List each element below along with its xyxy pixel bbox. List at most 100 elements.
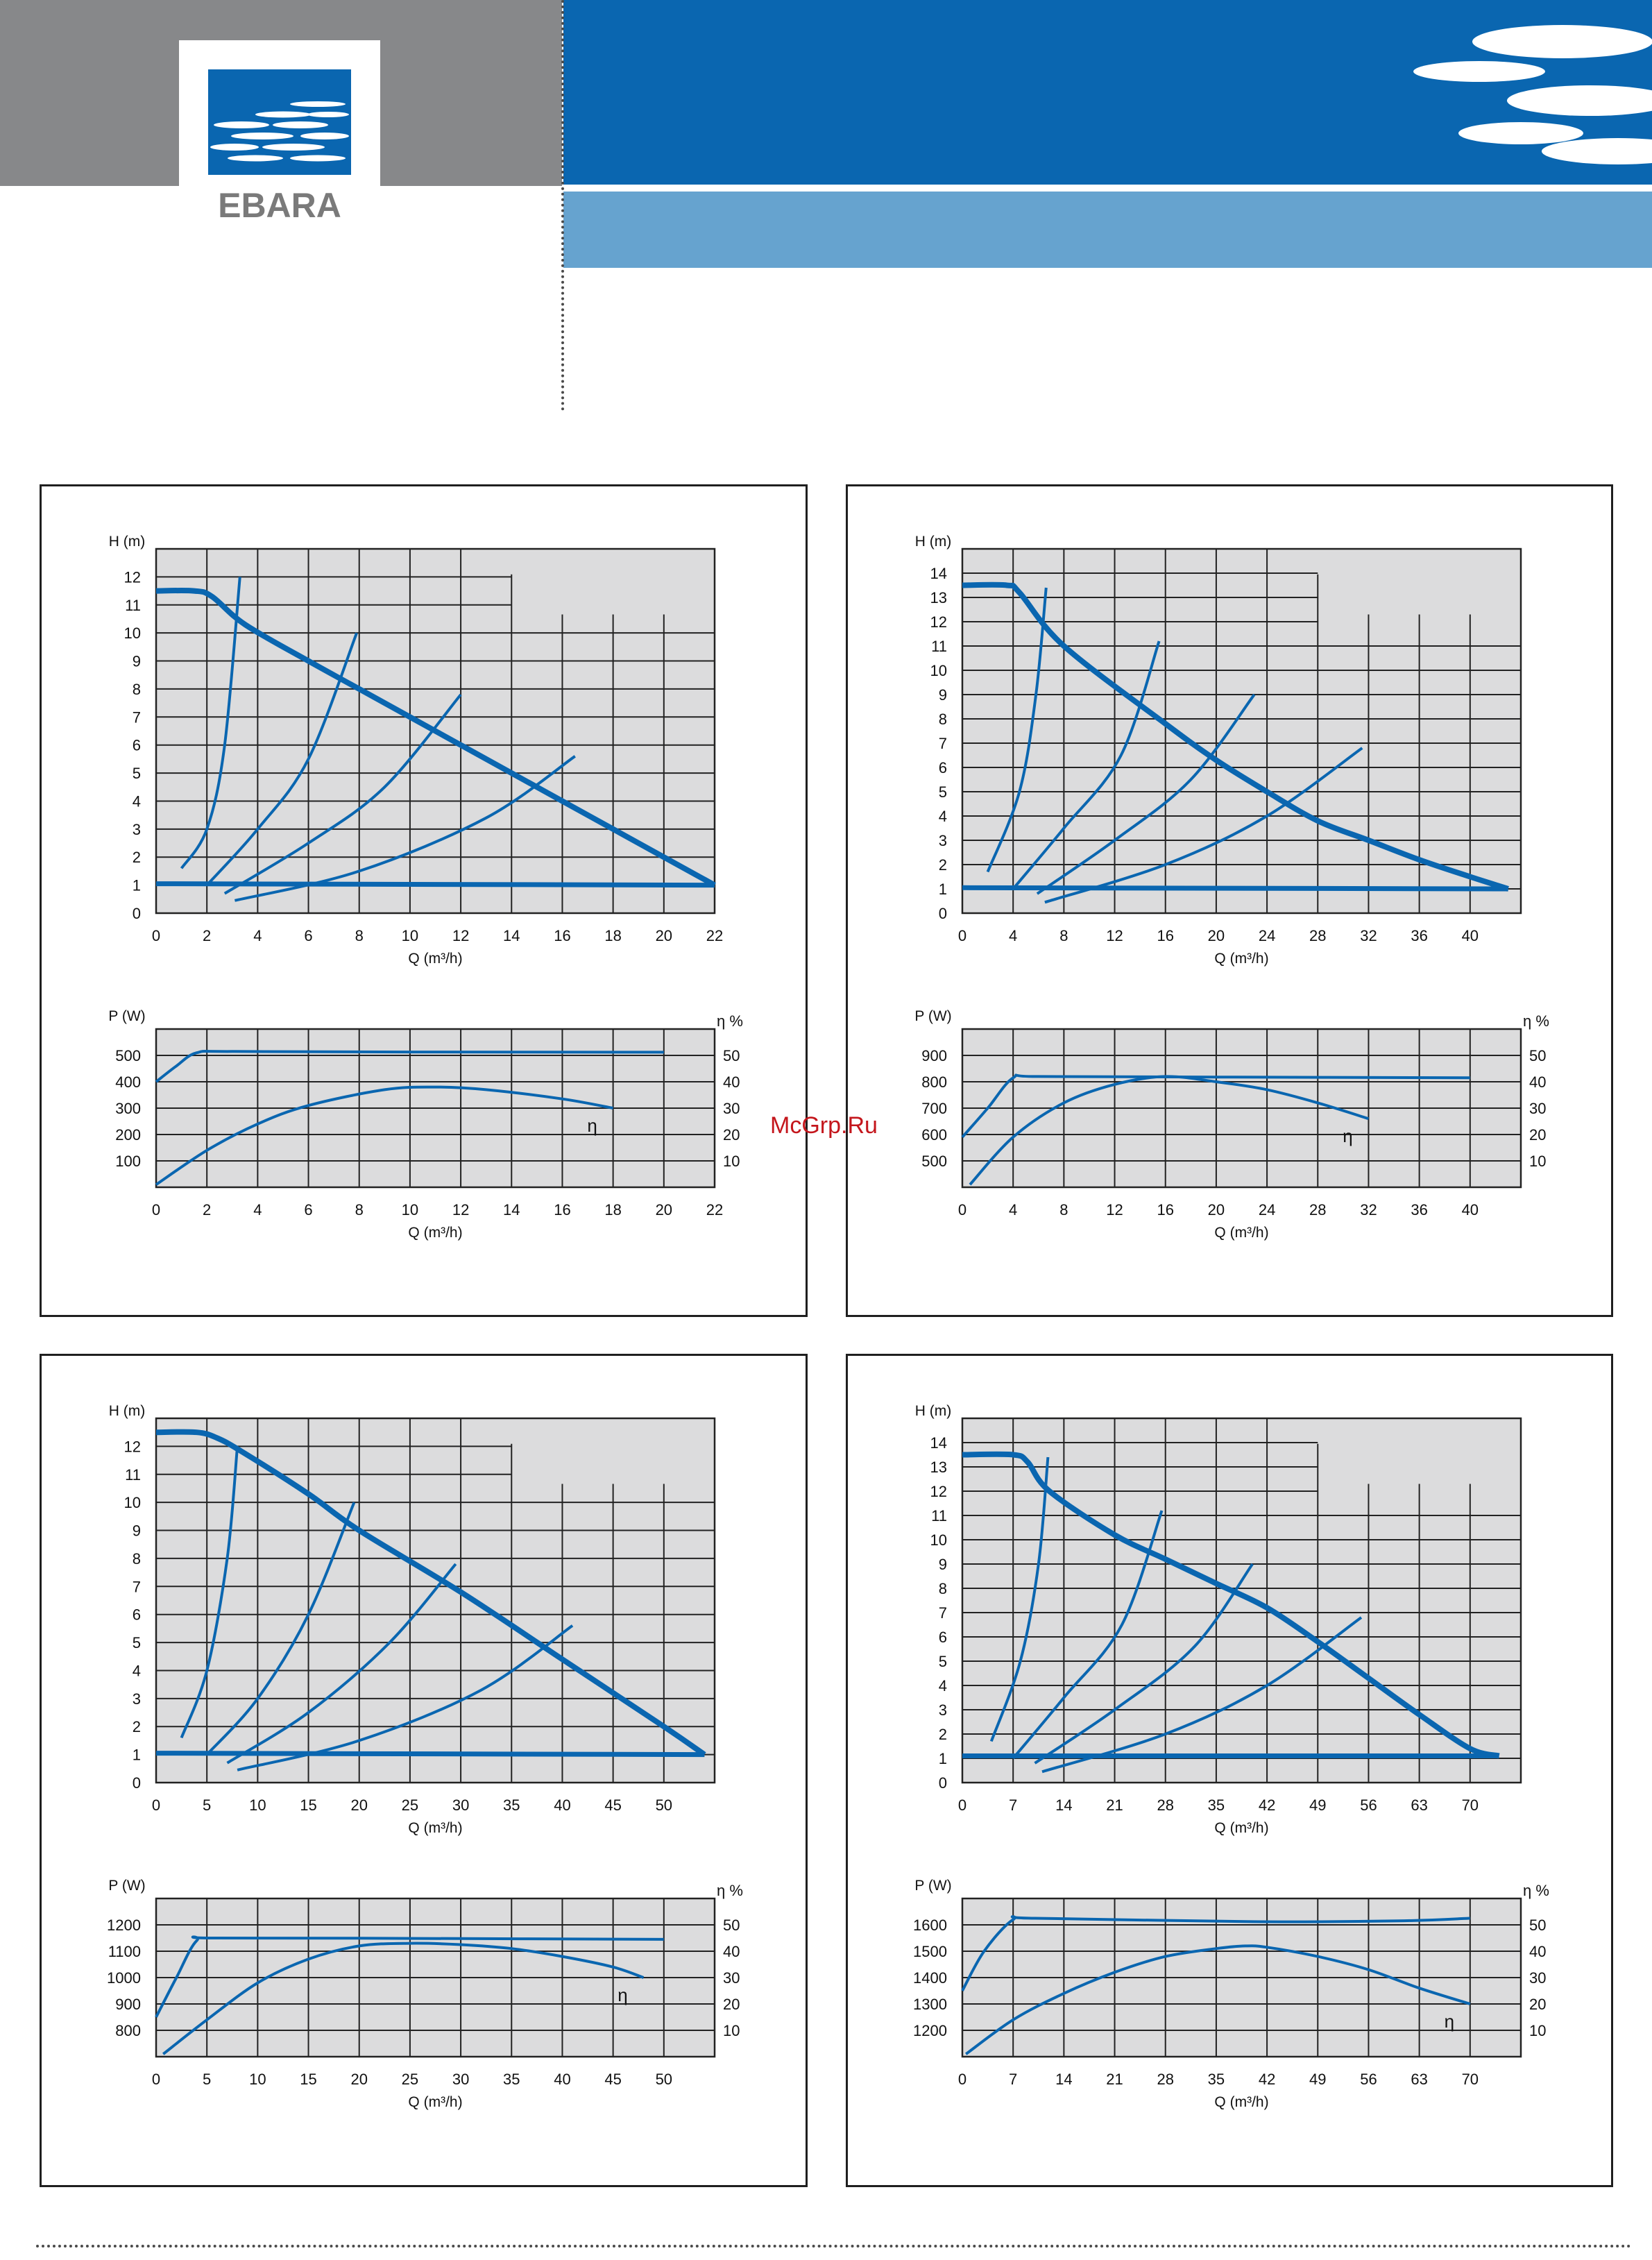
head-y-tick: 1 (939, 1750, 947, 1767)
head-x-tick: 35 (503, 1796, 520, 1814)
system-curve (205, 1502, 356, 1756)
power-x-tick: 8 (355, 1201, 364, 1218)
ebara-logo: EBARA (179, 40, 380, 229)
head-x-tick: 21 (1106, 1796, 1123, 1814)
power-x-tick: 20 (1208, 1201, 1225, 1218)
eta-y-tick: 20 (723, 1996, 740, 2013)
head-x-tick: 40 (554, 1796, 570, 1814)
eta-y-tick: 50 (723, 1047, 740, 1064)
header-blue-band (563, 0, 1652, 185)
head-y-tick: 11 (931, 1507, 947, 1524)
power-x-tick: 40 (1462, 1201, 1479, 1218)
head-x-tick: 7 (1009, 1796, 1017, 1814)
power-x-tick: 28 (1157, 2071, 1173, 2088)
eta-curve-label: η (1343, 1125, 1352, 1146)
head-x-tick: 4 (253, 927, 262, 944)
power-x-tick: 6 (304, 1201, 312, 1218)
power-x-tick: 50 (656, 2071, 672, 2088)
eta-y-tick: 10 (1529, 2022, 1546, 2039)
head-x-tick: 5 (203, 1796, 211, 1814)
power-x-tick: 16 (554, 1201, 570, 1218)
head-x-axis-label: Q (m³/h) (408, 1820, 462, 1836)
wave-decoration (1413, 25, 1652, 164)
head-x-tick: 50 (656, 1796, 672, 1814)
head-x-tick: 10 (402, 927, 418, 944)
head-x-tick: 20 (1208, 927, 1225, 944)
head-x-tick: 20 (656, 927, 672, 944)
power-y-tick: 1500 (913, 1943, 947, 1960)
head-y-tick: 12 (930, 1483, 947, 1500)
head-x-tick: 10 (249, 1796, 266, 1814)
head-y-tick: 13 (930, 1459, 947, 1476)
eta-y-tick: 30 (723, 1100, 740, 1117)
head-y-tick: 12 (930, 613, 947, 631)
head-y-tick: 4 (939, 808, 947, 825)
eta-y-tick: 40 (1529, 1073, 1546, 1091)
power-x-tick: 35 (503, 2071, 520, 2088)
head-chart: 0 7 14 21 28 35 42 49 56 63 7001234567891011121314… (915, 1403, 1522, 1836)
head-x-tick: 40 (1462, 927, 1479, 944)
system-curve (180, 577, 241, 869)
system-curve (223, 693, 462, 895)
power-curve (155, 1935, 664, 2018)
head-y-tick: 8 (133, 1550, 141, 1567)
power-x-tick: 30 (452, 2071, 469, 2088)
power-x-tick: 0 (152, 2071, 160, 2088)
eta-y-tick: 20 (1529, 1126, 1546, 1144)
head-chart: 0 4 8 12 16 20 24 28 32 36 4001234567891011121314H… (915, 534, 1522, 967)
eta-y-axis-label: η % (717, 1882, 743, 1899)
power-y-axis-label: P (W) (914, 1878, 951, 1894)
power-x-tick: 40 (554, 2071, 570, 2088)
head-min-curve (962, 885, 1508, 892)
head-x-tick: 0 (958, 1796, 966, 1814)
head-x-tick: 6 (304, 927, 312, 944)
head-y-tick: 2 (939, 1726, 947, 1743)
head-x-tick: 12 (452, 927, 469, 944)
eta-y-tick: 40 (1529, 1943, 1546, 1960)
head-max-curve (962, 581, 1509, 892)
power-x-tick: 70 (1462, 2071, 1479, 2088)
head-y-tick: 0 (939, 905, 947, 922)
head-y-tick: 0 (939, 1774, 947, 1792)
system-curve (234, 755, 576, 902)
power-curve (961, 1073, 1470, 1139)
power-y-axis-label: P (W) (914, 1008, 951, 1024)
efficiency-curve (965, 1944, 1471, 2055)
power-x-tick: 32 (1360, 1201, 1377, 1218)
system-curve (180, 1446, 239, 1739)
head-x-axis-label: Q (m³/h) (1214, 1820, 1268, 1836)
head-min-curve (155, 881, 715, 888)
head-max-curve (155, 1429, 706, 1757)
head-y-tick: 5 (133, 1634, 141, 1651)
power-y-tick: 300 (115, 1100, 141, 1117)
power-x-axis-label: Q (m³/h) (1214, 2094, 1268, 2110)
head-y-tick: 4 (939, 1677, 947, 1694)
power-x-axis-label: Q (m³/h) (408, 1225, 462, 1241)
head-x-tick: 35 (1208, 1796, 1225, 1814)
head-x-tick: 30 (452, 1796, 469, 1814)
eta-y-tick: 30 (1529, 1100, 1546, 1117)
power-x-tick: 10 (249, 2071, 266, 2088)
head-y-tick: 5 (133, 765, 141, 782)
head-max-curve (155, 587, 716, 888)
power-x-tick: 14 (503, 1201, 520, 1218)
power-y-tick: 1100 (108, 1943, 141, 1960)
head-y-tick: 1 (133, 877, 141, 894)
power-x-axis-label: Q (m³/h) (1214, 1225, 1268, 1241)
power-x-tick: 45 (604, 2071, 621, 2088)
head-y-tick: 4 (133, 1662, 141, 1679)
head-x-tick: 22 (706, 927, 723, 944)
head-x-tick: 28 (1309, 927, 1326, 944)
head-y-tick: 0 (133, 1774, 141, 1792)
power-x-tick: 36 (1411, 1201, 1427, 1218)
head-min-curve (155, 1751, 705, 1758)
head-y-tick: 4 (133, 792, 141, 810)
head-y-tick: 11 (931, 638, 947, 655)
system-curve (237, 1624, 574, 1772)
head-y-axis-label: H (m) (109, 1403, 145, 1419)
power-x-tick: 25 (402, 2071, 418, 2088)
power-x-tick: 15 (300, 2071, 316, 2088)
head-x-tick: 8 (1059, 927, 1068, 944)
pump-curve-panel-1: 0 2 4 6 8 10 12 14 16 18 20 22 0 1 2 3 4 5 6 7 8 9 10 11 12 H (m)… (40, 484, 808, 1317)
head-x-tick: 25 (402, 1796, 418, 1814)
